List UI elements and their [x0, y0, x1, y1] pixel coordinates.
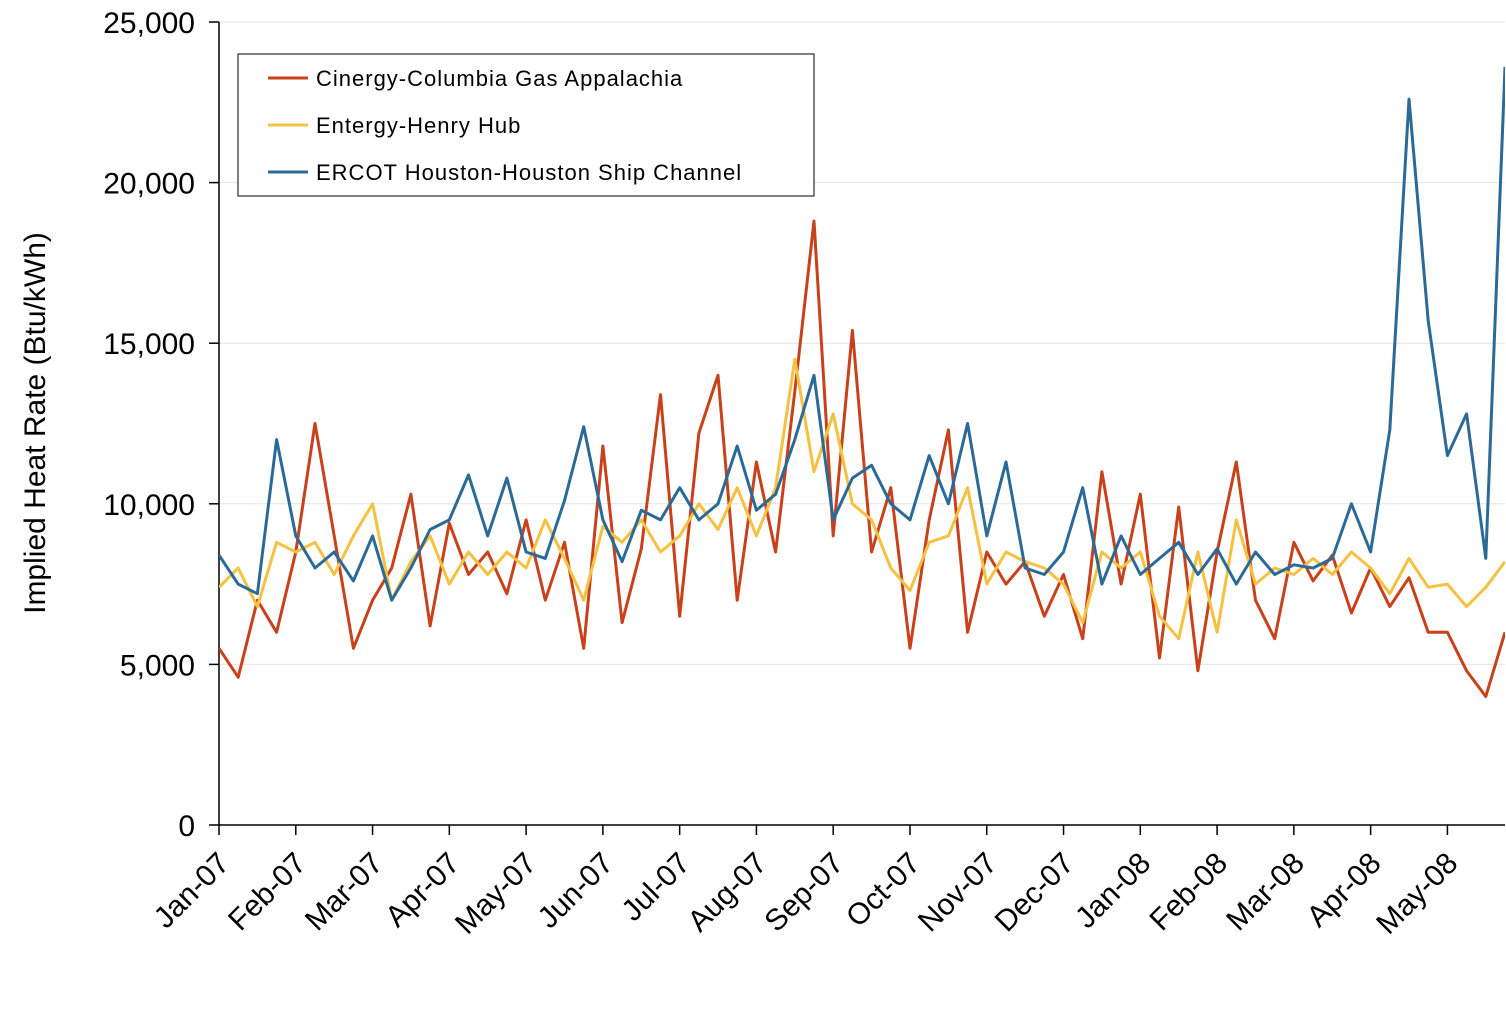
y-tick-label: 5,000 [120, 649, 195, 682]
series-line [219, 357, 1505, 641]
x-tick-label: Dec-07 [989, 847, 1081, 939]
y-tick-label: 0 [178, 810, 195, 843]
x-tick-label: Mar-07 [299, 847, 390, 938]
x-tick-label: May-07 [449, 847, 543, 941]
x-tick-label: Nov-07 [912, 847, 1004, 939]
x-tick-label: Feb-07 [222, 847, 313, 938]
legend: Cinergy-Columbia Gas Appalachia Entergy-H… [237, 53, 815, 197]
x-tick-label: Aug-07 [682, 847, 774, 939]
x-tick-label: May-08 [1370, 847, 1464, 941]
y-tick-label: 20,000 [103, 168, 195, 201]
series-line [219, 66, 1505, 602]
x-tick-label: Mar-08 [1220, 847, 1311, 938]
series-line [219, 219, 1505, 698]
x-tick-label: Sep-07 [758, 847, 850, 939]
x-tick-label: Jun-07 [532, 847, 620, 935]
legend-label: Cinergy-Columbia Gas Appalachia [316, 66, 683, 91]
legend-box [237, 53, 815, 197]
x-tick-label: Feb-08 [1143, 847, 1234, 938]
y-axis-label: Implied Heat Rate (Btu/kWh) [19, 232, 52, 614]
legend-label: Entergy-Henry Hub [316, 113, 521, 138]
y-tick-label: 15,000 [103, 328, 195, 361]
x-tick-label: Jan-08 [1069, 847, 1157, 935]
x-tick-label: Oct-07 [840, 847, 927, 934]
x-tick-label: Jan-07 [148, 847, 236, 935]
legend-label: ERCOT Houston-Houston Ship Channel [316, 160, 742, 185]
y-tick-label: 10,000 [103, 489, 195, 522]
y-tick-label: 25,000 [103, 7, 195, 40]
